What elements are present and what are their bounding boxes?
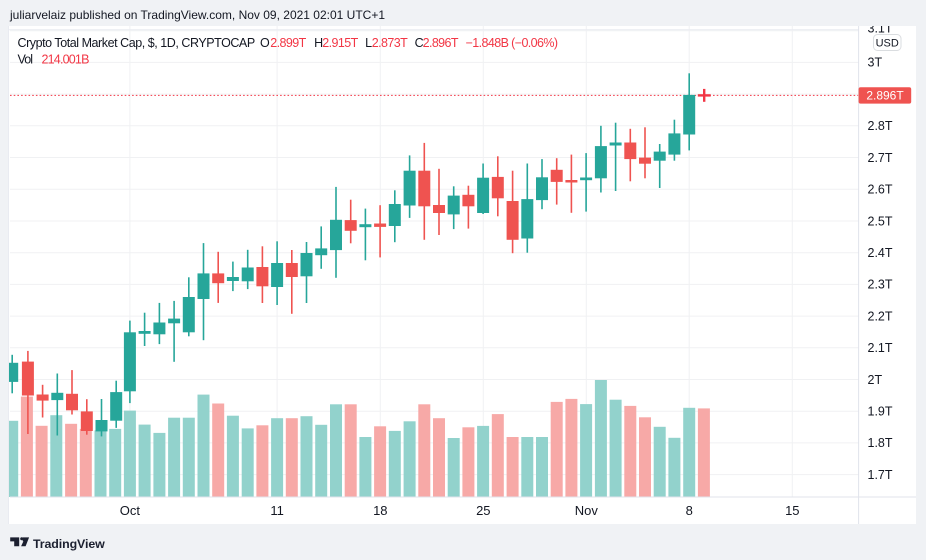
svg-text:−1.848B (−0.06%): −1.848B (−0.06%) <box>466 36 558 50</box>
svg-text:C: C <box>415 36 424 50</box>
svg-text:Oct: Oct <box>120 503 141 518</box>
svg-text:O: O <box>260 36 270 50</box>
svg-text:2.896T: 2.896T <box>423 36 459 50</box>
svg-text:Nov: Nov <box>575 503 599 518</box>
svg-text:2.8T: 2.8T <box>868 119 893 133</box>
svg-text:214.001B: 214.001B <box>42 53 90 67</box>
svg-text:3.1T: 3.1T <box>868 26 893 36</box>
svg-text:1.9T: 1.9T <box>868 405 893 419</box>
svg-text:18: 18 <box>373 503 387 518</box>
svg-text:2.1T: 2.1T <box>868 341 893 355</box>
svg-text:11: 11 <box>270 503 284 518</box>
svg-text:1.7T: 1.7T <box>868 468 893 482</box>
svg-text:2.899T: 2.899T <box>270 36 306 50</box>
svg-text:2.3T: 2.3T <box>868 278 893 292</box>
svg-text:1.8T: 1.8T <box>868 436 893 450</box>
svg-text:Vol: Vol <box>18 53 33 67</box>
svg-text:L: L <box>365 36 372 50</box>
svg-text:2.7T: 2.7T <box>868 151 893 165</box>
svg-text:2.896T: 2.896T <box>866 89 904 103</box>
svg-text:25: 25 <box>476 503 490 518</box>
svg-text:2.2T: 2.2T <box>868 309 893 323</box>
svg-text:2.915T: 2.915T <box>322 36 358 50</box>
svg-text:8: 8 <box>686 503 693 518</box>
svg-text:USD: USD <box>876 38 899 50</box>
svg-text:2.6T: 2.6T <box>868 183 893 197</box>
svg-text:Crypto Total Market Cap, $, 1D: Crypto Total Market Cap, $, 1D, CRYPTOCA… <box>18 36 255 50</box>
svg-text:3T: 3T <box>868 56 883 70</box>
svg-text:2.5T: 2.5T <box>868 214 893 228</box>
svg-text:H: H <box>314 36 323 50</box>
svg-text:2T: 2T <box>868 373 883 387</box>
svg-text:2.4T: 2.4T <box>868 246 893 260</box>
svg-text:2.873T: 2.873T <box>372 36 408 50</box>
svg-text:15: 15 <box>785 503 799 518</box>
